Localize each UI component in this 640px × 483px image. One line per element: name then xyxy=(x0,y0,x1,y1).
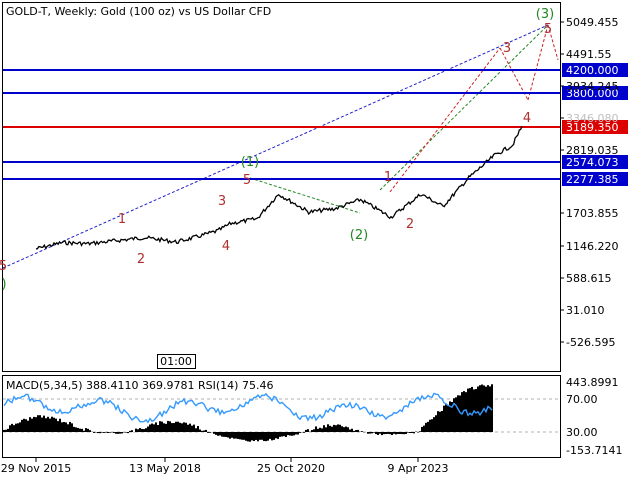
level-badge xyxy=(562,63,628,77)
macd-histogram xyxy=(3,384,493,442)
main-panel-frame xyxy=(2,2,561,372)
chart-title: GOLD-T, Weekly: Gold (100 oz) vs US Doll… xyxy=(6,5,271,18)
wave-label-red: 2 xyxy=(137,252,145,267)
wave-label-green: (2) xyxy=(350,228,368,243)
time-tick-label: 29 Nov 2015 xyxy=(1,462,71,475)
trendline[interactable] xyxy=(527,24,549,101)
wave-label-red: 5 xyxy=(544,22,552,37)
indicator-tick-label: -153.7141 xyxy=(566,444,622,457)
level-badge xyxy=(562,172,628,186)
wave-label-red: 1 xyxy=(384,170,392,185)
time-tick-label: 13 May 2018 xyxy=(129,462,201,475)
level-badge xyxy=(562,86,628,100)
wave-label-red: 4 xyxy=(222,239,230,254)
wave-label-red: 4 xyxy=(523,111,531,126)
level-badge-label: 4200.000 xyxy=(566,64,619,77)
time-marker-box[interactable] xyxy=(157,354,196,369)
price-tick-label: 2819.035 xyxy=(566,144,619,157)
price-tick-label: 1146.220 xyxy=(566,240,619,253)
wave-labels: (1) (2) (3)) 1 2 3 4 5 1 2 3 4 5 5 xyxy=(0,7,554,292)
level-badge-label: 3189.350 xyxy=(566,121,619,134)
trendline[interactable] xyxy=(389,47,501,193)
wave-label-green: (1) xyxy=(241,155,259,170)
wave-label-red: 5 xyxy=(243,173,251,188)
indicator-panel-frame xyxy=(2,375,561,458)
wave-trendlines xyxy=(2,24,559,269)
time-ticks: 29 Nov 2015 13 May 2018 25 Oct 2020 9 Apr 2… xyxy=(1,458,449,475)
price-tick-label: 31.010 xyxy=(566,304,605,317)
price-ticks: 5049.455 4491.55 3934.245 3346.080 2819.035 1… xyxy=(560,16,622,457)
price-tick-label: 588.615 xyxy=(566,272,612,285)
indicator-label: MACD(5,34,5) 388.4110 369.9781 RSI(14) 7… xyxy=(6,379,273,392)
price-tick-label: 5049.455 xyxy=(566,16,619,29)
time-tick-label: 25 Oct 2020 xyxy=(257,462,325,475)
indicator-tick-label: 30.00 xyxy=(566,426,598,439)
level-badge-label: 3800.000 xyxy=(566,87,619,100)
price-tick-label: 1703.855 xyxy=(566,207,619,220)
time-tick-label: 9 Apr 2023 xyxy=(387,462,448,475)
price-tick-label: 3934.245 xyxy=(566,80,619,93)
indicator-tick-label: 70.00 xyxy=(566,393,598,406)
wave-label-red: 1 xyxy=(118,212,126,227)
trendline[interactable] xyxy=(249,177,361,214)
wave-label-red: 3 xyxy=(218,194,226,209)
wave-label-red: 3 xyxy=(503,41,511,56)
rsi-line xyxy=(3,392,493,424)
wave-label-red: 2 xyxy=(406,217,414,232)
wave-label-green: ) xyxy=(1,277,6,292)
level-badge-label: 2277.385 xyxy=(566,173,619,186)
level-badge-label: 2574.073 xyxy=(566,156,619,169)
horizontal-levels: 4200.000 3800.000 3189.350 2574.073 2277.385 xyxy=(3,63,628,186)
level-badge xyxy=(562,120,628,134)
rsi-path xyxy=(3,392,493,424)
price-tick-label: -526.595 xyxy=(566,336,615,349)
trendline[interactable] xyxy=(379,24,549,191)
time-marker[interactable]: 01:00 xyxy=(160,355,192,368)
level-badge xyxy=(562,155,628,169)
wave-label-red: 5 xyxy=(0,259,7,274)
price-line xyxy=(35,125,523,250)
price-tick-label: 4491.55 xyxy=(566,48,612,61)
wave-label-green: (3) xyxy=(536,7,554,22)
indicator-tick-label: 443.8991 xyxy=(566,376,619,389)
price-series xyxy=(35,125,523,250)
trendline[interactable] xyxy=(2,24,549,269)
price-tick-label: 3346.080 xyxy=(566,112,619,125)
trendline[interactable] xyxy=(547,24,559,61)
